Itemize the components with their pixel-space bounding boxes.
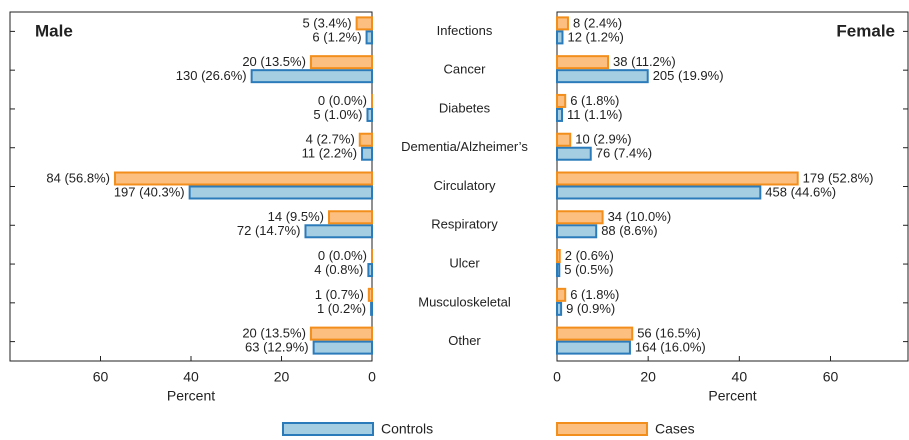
value-label: 5 (3.4%) (302, 15, 351, 30)
legend-swatch (282, 422, 374, 436)
value-label: 205 (19.9%) (653, 68, 724, 83)
bar (556, 287, 567, 302)
bar (365, 30, 374, 45)
bar (556, 107, 564, 122)
x-axis-label: Percent (708, 388, 756, 404)
bar (309, 326, 374, 341)
x-tick-label: 60 (93, 369, 109, 385)
bar (556, 93, 567, 108)
value-label: 4 (0.8%) (314, 262, 363, 277)
value-label: 0 (0.0%) (318, 248, 367, 263)
bar (361, 146, 374, 161)
bar (556, 326, 634, 341)
value-label: 72 (14.7%) (237, 223, 301, 238)
bar (328, 210, 374, 225)
x-tick-label: 0 (553, 369, 561, 385)
bar (556, 146, 592, 161)
value-label: 4 (2.7%) (306, 132, 355, 147)
value-label: 20 (13.5%) (242, 326, 306, 341)
bar (556, 210, 604, 225)
bar (366, 107, 374, 122)
value-label: 38 (11.2%) (613, 54, 676, 69)
bar (556, 340, 631, 355)
x-tick-label: 20 (274, 369, 290, 385)
value-label: 179 (52.8%) (803, 170, 874, 185)
bar (312, 340, 374, 355)
value-label: 12 (1.2%) (567, 29, 623, 44)
value-label: 6 (1.8%) (570, 93, 619, 108)
value-label: 56 (16.5%) (637, 326, 701, 341)
bar (370, 301, 374, 316)
bar (556, 30, 564, 45)
value-label: 6 (1.8%) (570, 287, 619, 302)
value-label: 1 (0.2%) (317, 301, 366, 316)
panel-title: Female (836, 21, 895, 40)
value-label: 9 (0.9%) (566, 301, 615, 316)
value-label: 11 (2.2%) (302, 146, 357, 161)
bar (556, 185, 762, 200)
value-label: 5 (1.0%) (313, 107, 362, 122)
value-label: 1 (0.7%) (315, 287, 364, 302)
value-label: 14 (9.5%) (268, 209, 324, 224)
bar (304, 224, 374, 239)
category-label: Ulcer (449, 255, 480, 270)
category-label: Cancer (444, 62, 487, 77)
bar (250, 69, 373, 84)
x-tick-label: 60 (823, 369, 839, 385)
value-label: 5 (0.5%) (564, 262, 613, 277)
x-tick-label: 0 (368, 369, 376, 385)
value-label: 76 (7.4%) (596, 146, 652, 161)
x-tick-label: 40 (732, 369, 748, 385)
value-label: 8 (2.4%) (573, 15, 622, 30)
category-label: Musculoskeletal (418, 294, 511, 309)
x-tick-label: 20 (640, 369, 656, 385)
category-label: Other (448, 333, 481, 348)
bar (556, 263, 561, 278)
bar (113, 171, 373, 186)
value-label: 197 (40.3%) (114, 184, 185, 199)
value-label: 130 (26.6%) (176, 68, 247, 83)
legend-label: Cases (655, 421, 695, 437)
value-label: 84 (56.8%) (46, 170, 110, 185)
value-label: 88 (8.6%) (601, 223, 657, 238)
value-label: 63 (12.9%) (245, 340, 309, 355)
bar (358, 132, 374, 147)
value-label: 34 (10.0%) (608, 209, 672, 224)
value-label: 11 (1.1%) (567, 107, 622, 122)
bar (556, 249, 561, 264)
bar (556, 16, 569, 31)
bar (309, 55, 374, 70)
legend-swatch (556, 422, 648, 436)
bar (188, 185, 373, 200)
value-label: 0 (0.0%) (318, 93, 367, 108)
bar (556, 224, 598, 239)
bar (367, 263, 374, 278)
category-label: Dementia/Alzheimer’s (401, 139, 528, 154)
value-label: 20 (13.5%) (242, 54, 306, 69)
legend-label: Controls (381, 421, 433, 437)
panel-title: Male (35, 21, 73, 40)
category-label: Circulatory (433, 178, 496, 193)
value-label: 458 (44.6%) (765, 184, 836, 199)
bar (556, 132, 572, 147)
bar (367, 287, 373, 302)
value-label: 6 (1.2%) (312, 29, 361, 44)
value-label: 10 (2.9%) (575, 132, 631, 147)
value-label: 2 (0.6%) (565, 248, 614, 263)
x-tick-label: 40 (183, 369, 199, 385)
value-label: 164 (16.0%) (635, 340, 706, 355)
category-label: Respiratory (431, 217, 498, 232)
bar (556, 171, 799, 186)
bar (556, 55, 610, 70)
category-label: Diabetes (439, 100, 491, 115)
category-label: Infections (437, 23, 493, 38)
x-axis-label: Percent (167, 388, 215, 404)
bar (355, 16, 373, 31)
bar (556, 301, 563, 316)
bar (556, 69, 649, 84)
